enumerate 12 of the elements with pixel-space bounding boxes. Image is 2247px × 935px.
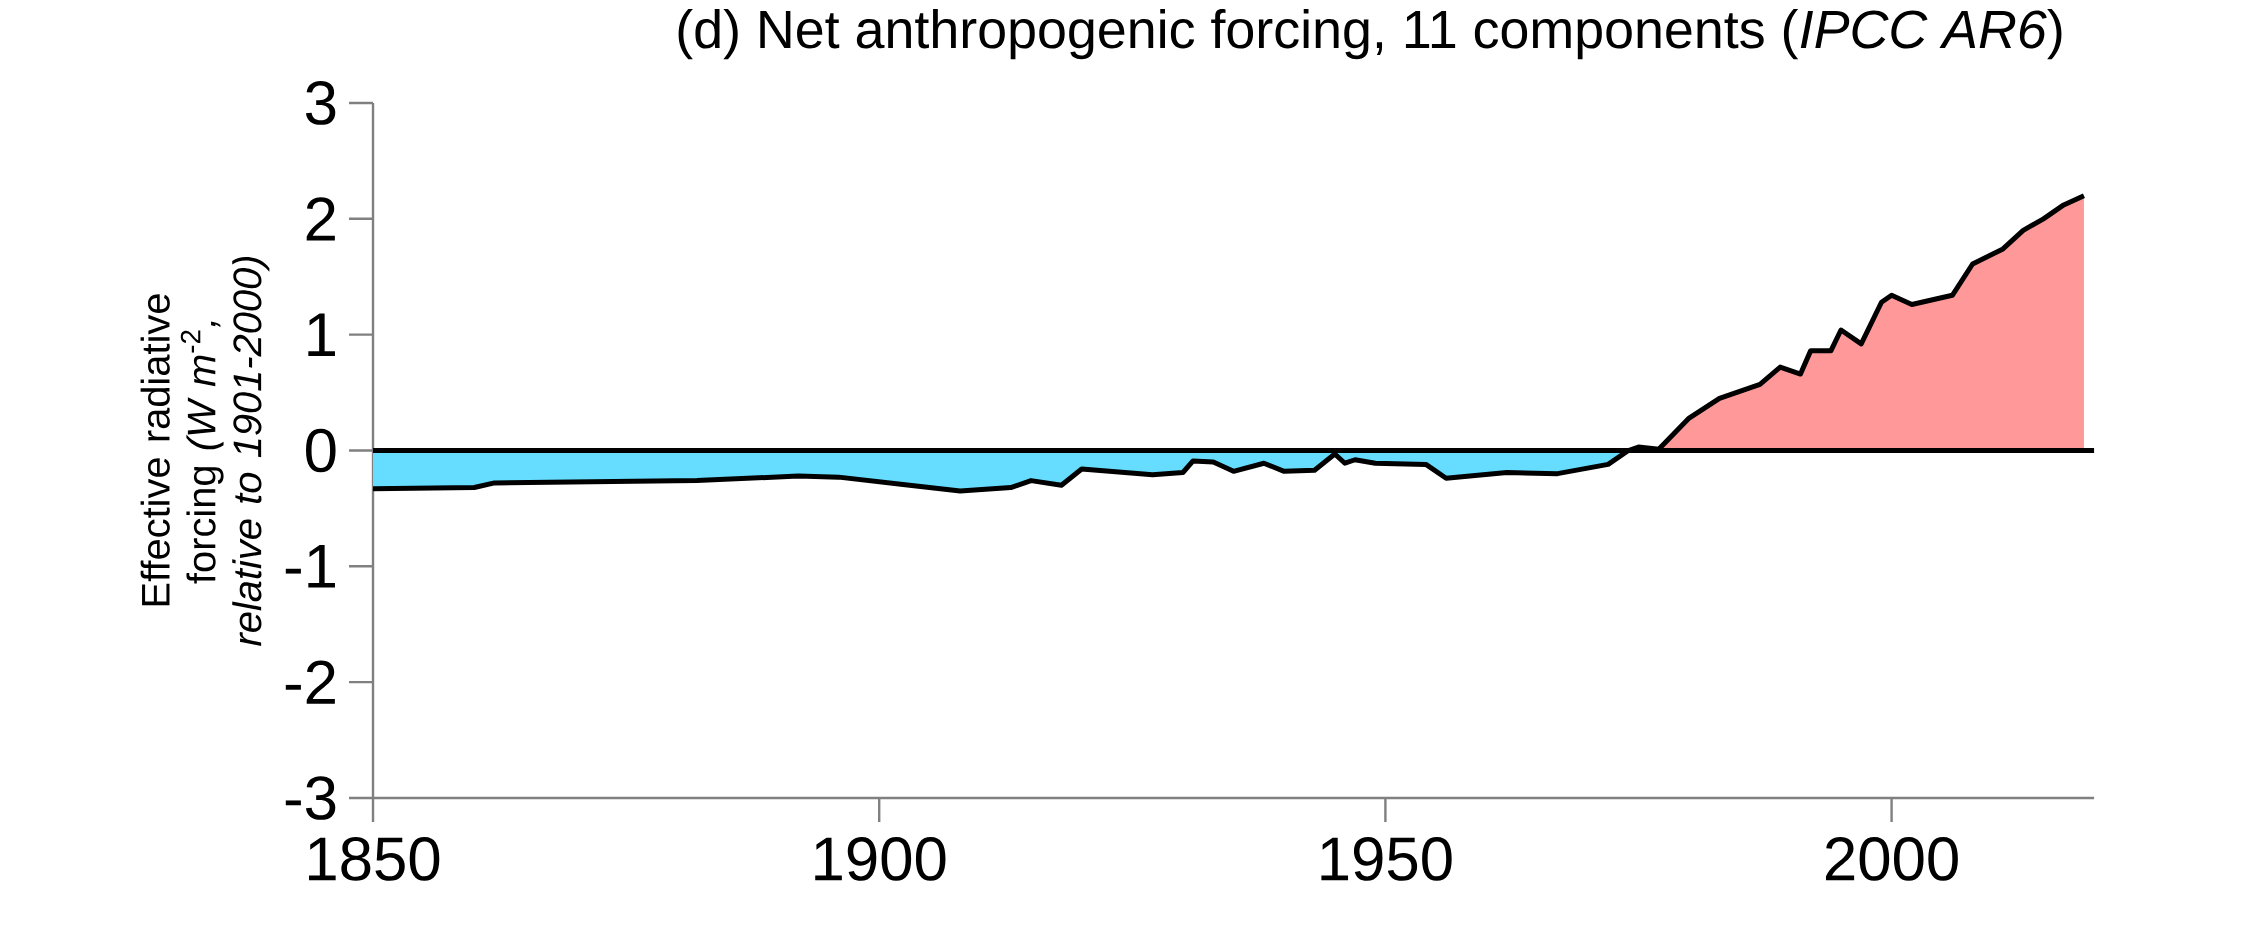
y-tick-label: 0 [306, 428, 336, 473]
y-tick-label: -3 [285, 776, 336, 820]
y-tick-label: -2 [285, 660, 335, 704]
x-tick-label: 1850 [309, 837, 440, 881]
y-tick-label: -1 [285, 545, 335, 588]
x-tick-label: 1900 [815, 837, 946, 881]
chart-title: (d) Net anthropogenic forcing, 11 components (IPCC AR6) [678, 9, 2062, 60]
x-tick-label: 2000 [1825, 837, 1958, 881]
y-tick-label: 2 [306, 197, 335, 241]
y-tick-label: 3 [305, 81, 336, 125]
y-tick-label: 1 [308, 313, 335, 356]
x-tick-label: 1950 [1321, 837, 1452, 881]
